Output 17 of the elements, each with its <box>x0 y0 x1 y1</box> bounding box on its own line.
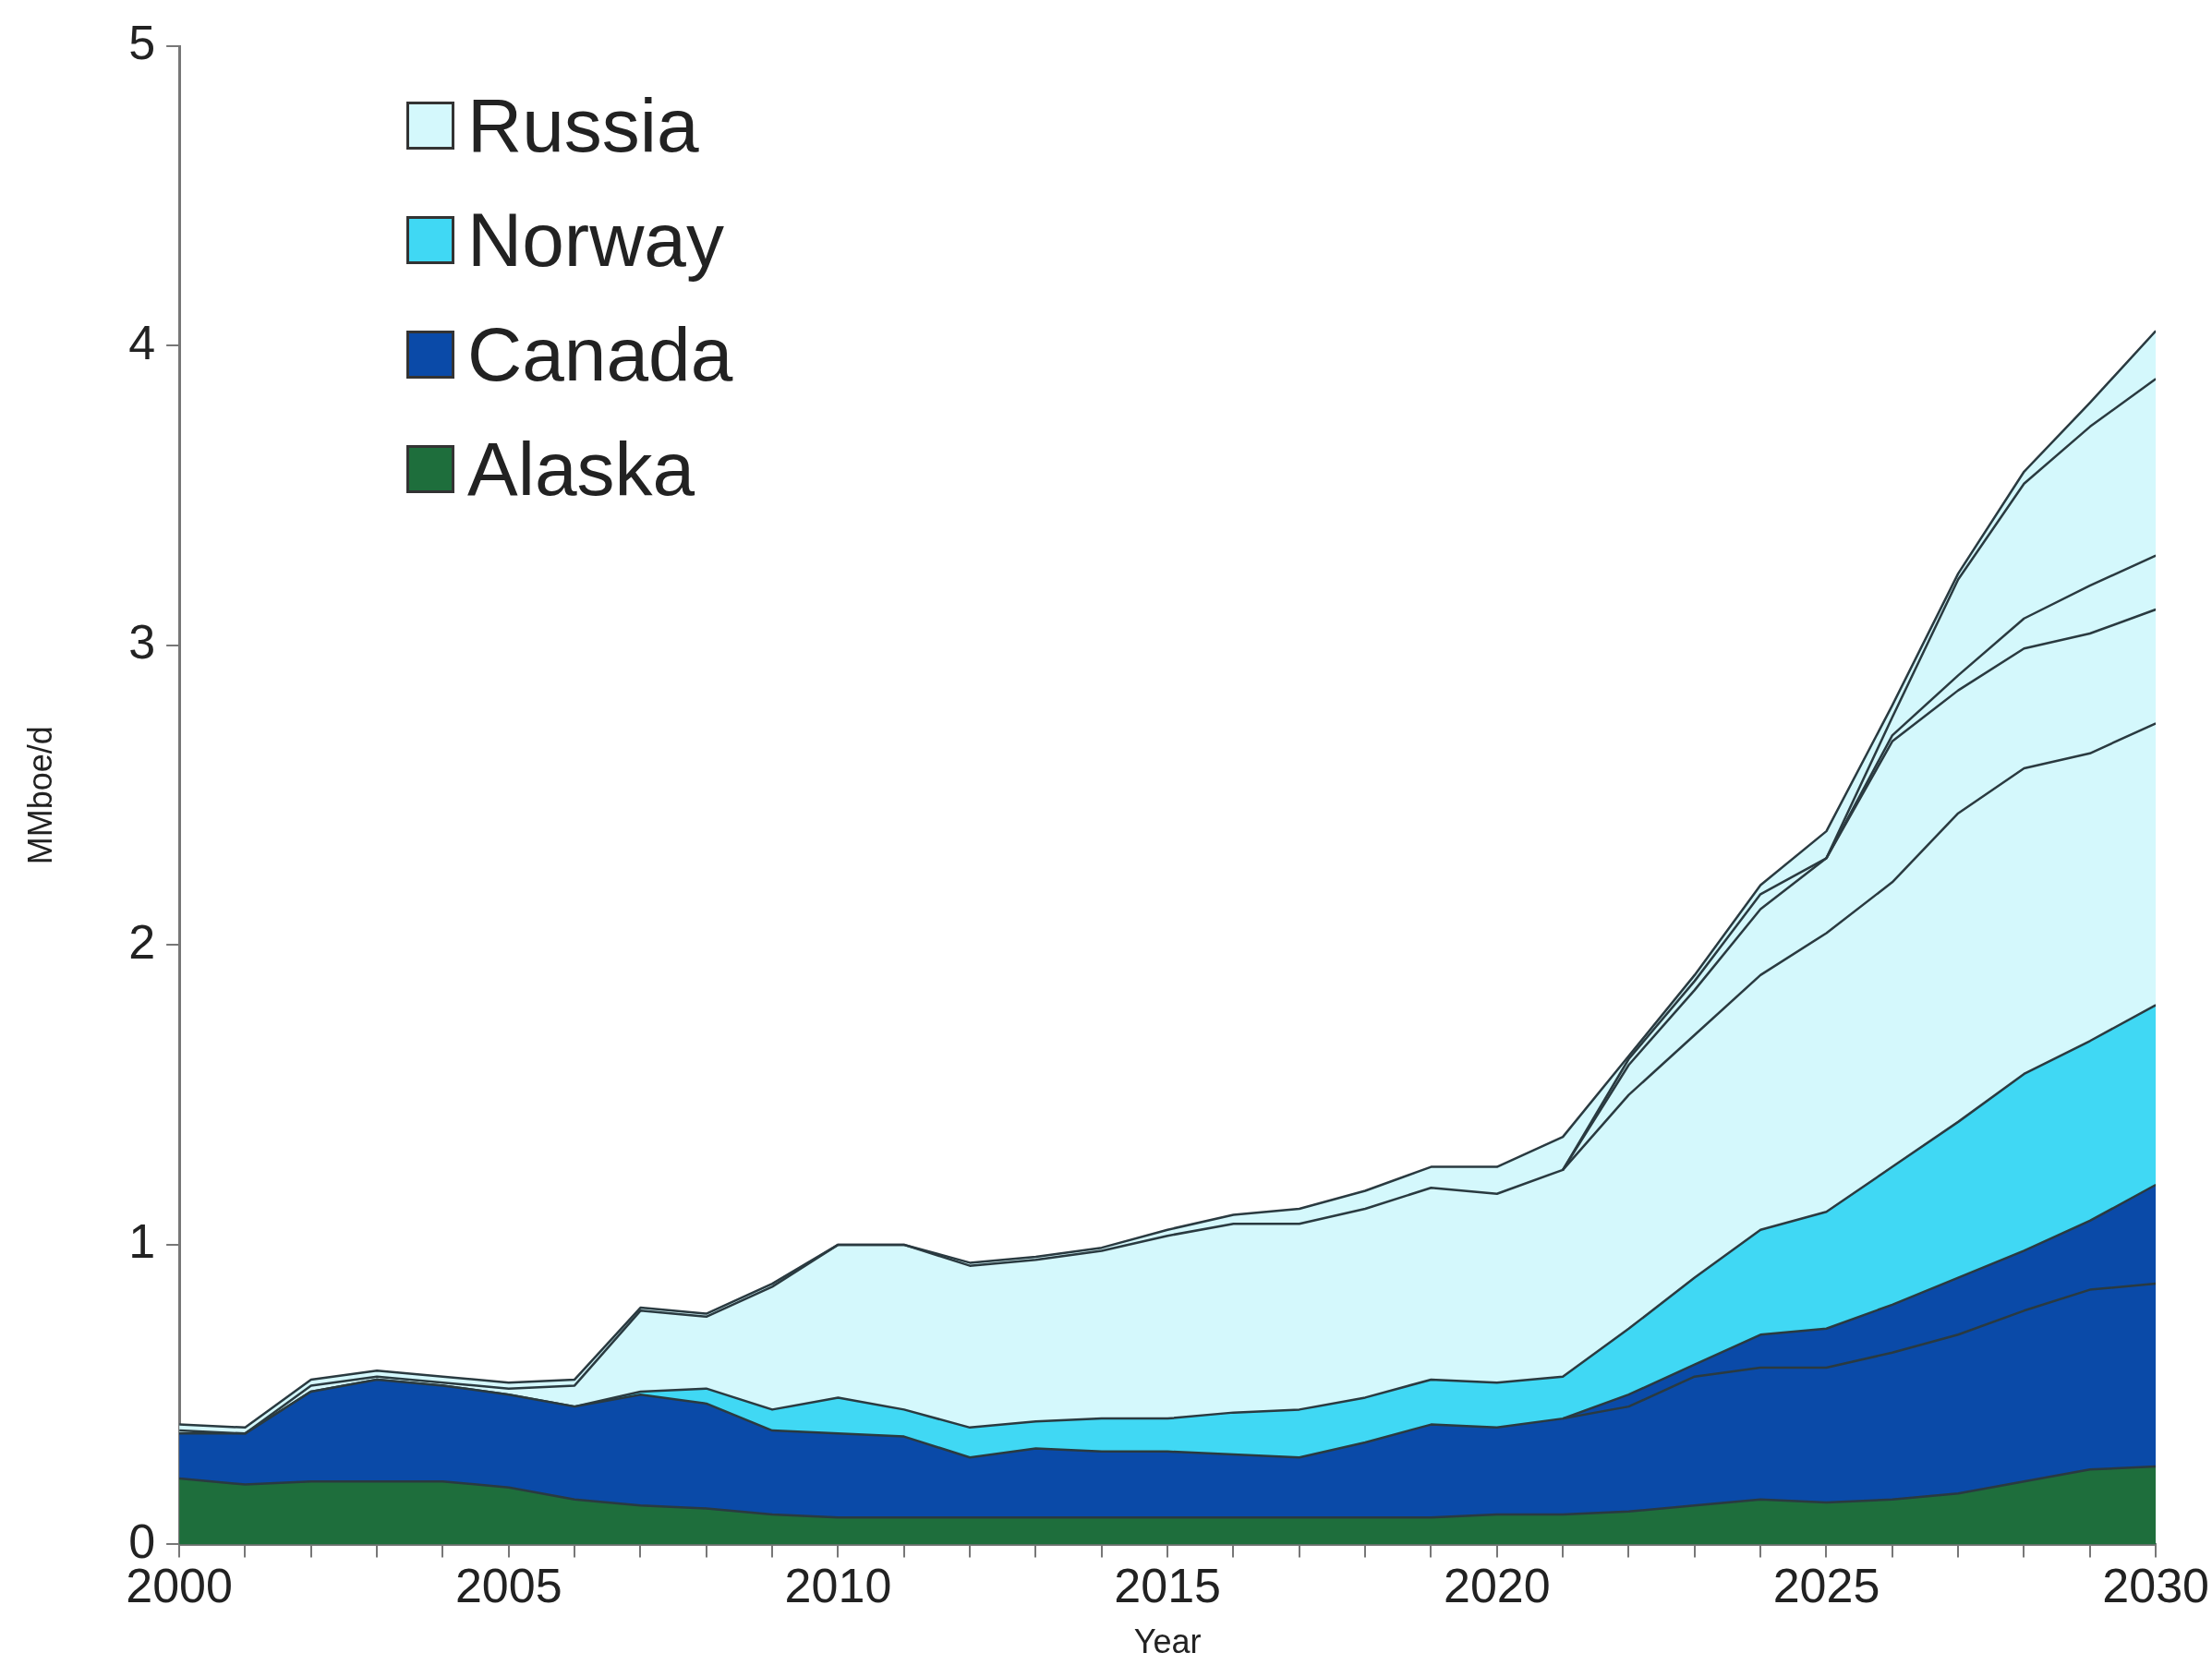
legend-label: Russia <box>467 83 699 167</box>
y-tick-label: 2 <box>128 914 156 969</box>
x-tick-label: 2020 <box>1443 1558 1551 1612</box>
x-tick-label: 2025 <box>1772 1558 1880 1612</box>
legend-label: Canada <box>467 312 733 396</box>
x-tick-label: 2005 <box>454 1558 562 1612</box>
x-tick-label: 2010 <box>784 1558 892 1612</box>
y-axis-title: MMboe/d <box>20 726 59 865</box>
x-axis-title: Year <box>1133 1623 1202 1661</box>
x-tick-label: 2015 <box>1114 1558 1221 1612</box>
y-tick-label: 3 <box>128 615 156 670</box>
y-tick-label: 5 <box>128 16 156 70</box>
x-tick-label: 2030 <box>2102 1558 2209 1612</box>
legend-label: Norway <box>467 198 724 282</box>
y-tick-label: 4 <box>128 315 156 369</box>
y-tick-label: 1 <box>128 1214 156 1269</box>
legend-label: Alaska <box>467 427 695 511</box>
